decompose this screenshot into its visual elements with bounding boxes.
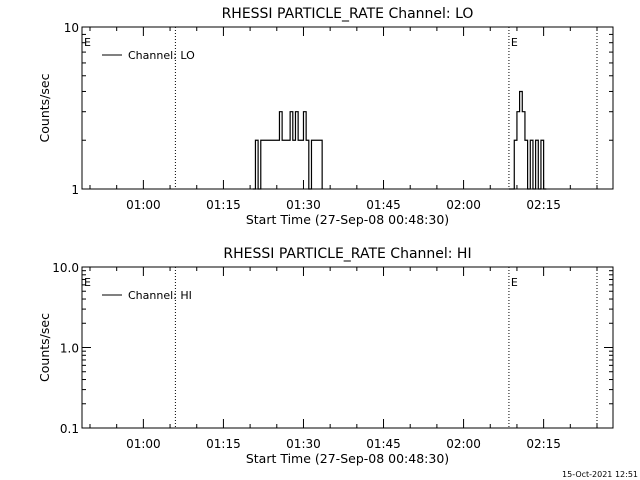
flag-label-0: E — [84, 36, 91, 49]
x-tick-label: 01:30 — [286, 437, 321, 451]
series-line-0-1 — [508, 90, 547, 190]
flag-label-1: E — [511, 276, 518, 289]
y-axis-label-1: Counts/sec — [37, 313, 52, 382]
x-tick-label: 01:45 — [366, 437, 401, 451]
x-tick-label: 01:15 — [206, 198, 241, 212]
chart-title-1: RHESSI PARTICLE_RATE Channel: HI — [223, 246, 471, 262]
chart-title-0: RHESSI PARTICLE_RATE Channel: LO — [222, 6, 474, 22]
x-axis-label-0: Start Time (27-Sep-08 00:48:30) — [246, 212, 449, 227]
x-tick-label: 01:15 — [206, 437, 241, 451]
flag-label-1: E — [84, 276, 91, 289]
legend-label-1: Channel: HI — [128, 289, 192, 302]
y-tick-label: 1 — [71, 183, 79, 197]
x-tick-label: 02:15 — [526, 198, 561, 212]
y-axis-label-0: Counts/sec — [37, 73, 52, 142]
x-tick-label: 01:00 — [126, 198, 161, 212]
y-tick-label: 0.1 — [60, 422, 79, 436]
y-tick-label: 1.0 — [60, 342, 79, 356]
x-tick-label: 01:00 — [126, 437, 161, 451]
x-tick-label: 02:15 — [526, 437, 561, 451]
flag-label-0: E — [511, 36, 518, 49]
y-tick-label: 10 — [64, 21, 79, 35]
x-tick-label: 02:00 — [446, 198, 481, 212]
x-axis-label-1: Start Time (27-Sep-08 00:48:30) — [246, 451, 449, 466]
y-tick-label: 10.0 — [52, 261, 79, 275]
footer-timestamp: 15-Oct-2021 12:51 — [562, 470, 638, 479]
legend-label-0: Channel: LO — [128, 49, 195, 62]
x-tick-label: 01:45 — [366, 198, 401, 212]
series-line-0-0 — [252, 111, 323, 190]
x-tick-label: 01:30 — [286, 198, 321, 212]
plot-frame-0 — [81, 26, 614, 190]
x-tick-label: 02:00 — [446, 437, 481, 451]
